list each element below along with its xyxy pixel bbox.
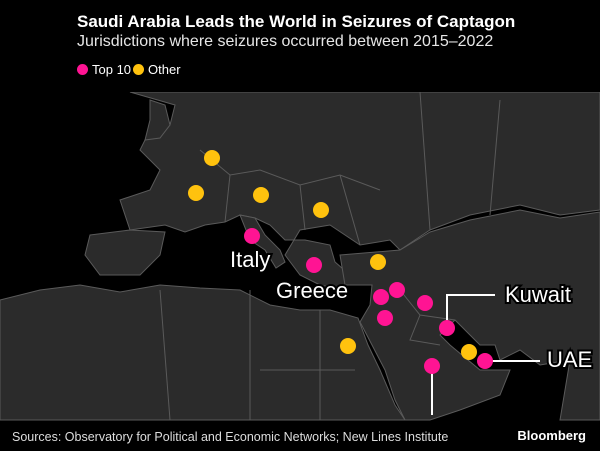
legend-label-other: Other bbox=[148, 62, 181, 77]
label-uae: UAE bbox=[547, 347, 592, 372]
seizure-dot-other bbox=[340, 338, 356, 354]
legend-label-top10: Top 10 bbox=[92, 62, 132, 77]
callout-lines bbox=[431, 294, 540, 415]
legend-dot-top10 bbox=[77, 64, 88, 75]
seizure-dot-top10 bbox=[439, 320, 455, 336]
legend-dot-other bbox=[133, 64, 145, 75]
brand-logo: Bloomberg bbox=[517, 428, 586, 443]
land-uk bbox=[144, 99, 171, 141]
seizure-dots bbox=[188, 150, 493, 374]
callout-kuwait bbox=[446, 294, 495, 328]
map-canvas: Italy Greece Kuwait UAE bbox=[0, 92, 600, 421]
seizure-dot-other bbox=[253, 187, 269, 203]
label-kuwait: Kuwait bbox=[505, 282, 571, 307]
label-italy: Italy bbox=[230, 247, 270, 272]
seizure-dot-other bbox=[461, 344, 477, 360]
seizure-dot-top10 bbox=[477, 353, 493, 369]
borders bbox=[159, 92, 501, 421]
chart-subtitle: Jurisdictions where seizures occurred be… bbox=[77, 33, 494, 50]
seizure-dot-top10 bbox=[424, 358, 440, 374]
seizure-dot-other bbox=[313, 202, 329, 218]
seizure-dot-other bbox=[188, 185, 204, 201]
label-greece: Greece bbox=[276, 278, 348, 303]
seizure-dot-top10 bbox=[389, 282, 405, 298]
land-africa bbox=[0, 284, 406, 421]
seizure-dot-top10 bbox=[417, 295, 433, 311]
seizure-dot-other bbox=[370, 254, 386, 270]
seizure-dot-other bbox=[204, 150, 220, 166]
chart-title: Saudi Arabia Leads the World in Seizures… bbox=[77, 12, 516, 31]
seizure-dot-top10 bbox=[377, 310, 393, 326]
seizure-dot-top10 bbox=[244, 228, 260, 244]
seizure-dot-top10 bbox=[373, 289, 389, 305]
land-iberia bbox=[84, 229, 166, 276]
land-masses bbox=[0, 92, 600, 421]
legend: Top 10 Other bbox=[77, 62, 183, 77]
source-note: Sources: Observatory for Political and E… bbox=[12, 430, 449, 444]
seizure-dot-top10 bbox=[306, 257, 322, 273]
